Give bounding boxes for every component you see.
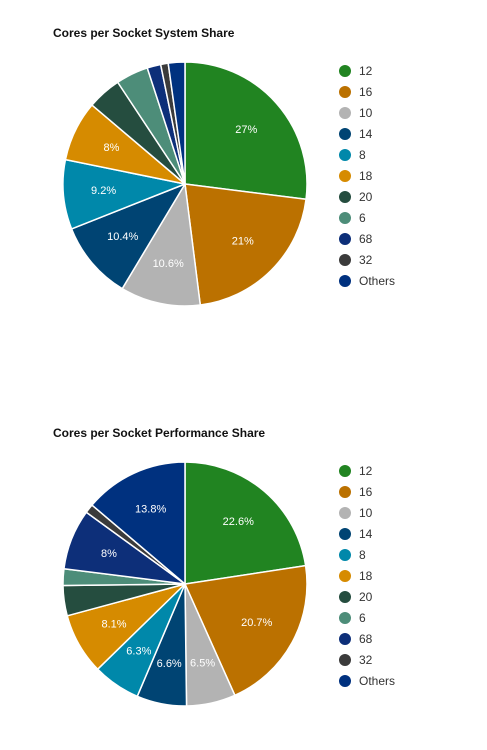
data-label-12: 27%: [235, 124, 257, 136]
legend-label: 10: [359, 505, 373, 520]
legend-item-10[interactable]: 10: [339, 102, 395, 123]
legend-swatch: [339, 674, 351, 687]
legend-label: Others: [359, 273, 396, 288]
system-share-chart: Cores per Socket System Share 27% 21% 10.6…: [0, 20, 487, 350]
data-label-10: 10.6%: [153, 258, 184, 270]
legend-swatch: [339, 106, 351, 119]
pie: 27% 21% 10.6% 10.4% 9.2% 8%: [62, 61, 308, 307]
legend-label: 16: [359, 484, 373, 499]
legend-label: 10: [359, 105, 373, 120]
legend-label: 8: [359, 147, 366, 162]
legend-item-32[interactable]: 32: [339, 249, 395, 270]
legend-swatch: [339, 485, 351, 498]
legend-swatch: [339, 274, 351, 287]
legend-swatch: [339, 506, 351, 519]
data-label-18: 8.1%: [101, 618, 126, 630]
pie-slice-16[interactable]: [184, 183, 307, 306]
legend-item-16[interactable]: 16: [339, 81, 395, 102]
legend-label: 20: [359, 189, 373, 204]
legend-swatch: [339, 653, 351, 666]
legend-label: 14: [359, 526, 373, 541]
legend-label: 18: [359, 168, 373, 183]
pie-slice-16[interactable]: [184, 564, 308, 697]
legend-item-18[interactable]: 18: [339, 165, 395, 186]
pie-slice-14[interactable]: [70, 183, 186, 290]
legend-item-6[interactable]: 6: [339, 607, 395, 628]
legend-swatch: [339, 527, 351, 540]
legend-label: 68: [359, 631, 373, 646]
legend-label: 6: [359, 210, 366, 225]
legend-item-68[interactable]: 68: [339, 628, 395, 649]
legend-item-14[interactable]: 14: [339, 523, 395, 544]
legend-item-20[interactable]: 20: [339, 186, 395, 207]
legend-swatch: [339, 632, 351, 645]
legend-swatch: [339, 127, 351, 140]
legend-swatch: [339, 85, 351, 98]
data-label-others: 13.8%: [135, 504, 166, 516]
chart-title: Cores per Socket System Share: [53, 26, 235, 40]
legend-swatch: [339, 569, 351, 582]
legend-label: 6: [359, 610, 366, 625]
legend-swatch: [339, 232, 351, 245]
legend-item-18[interactable]: 18: [339, 565, 395, 586]
data-label-10: 6.5%: [190, 658, 215, 670]
legend-label: 8: [359, 547, 366, 562]
legend-item-16[interactable]: 16: [339, 481, 395, 502]
legend-item-68[interactable]: 68: [339, 228, 395, 249]
data-label-8: 9.2%: [91, 185, 116, 197]
legend-item-14[interactable]: 14: [339, 123, 395, 144]
legend-label: Others: [359, 673, 396, 688]
legend-item-8[interactable]: 8: [339, 544, 395, 565]
legend: 12 16 10 14 8 18 20 6 68 32 Others: [339, 60, 395, 291]
legend-item-20[interactable]: 20: [339, 586, 395, 607]
legend-label: 18: [359, 568, 373, 583]
legend-item-others[interactable]: Others: [339, 670, 395, 691]
performance-share-chart: Cores per Socket Performance Share 22.6%…: [0, 420, 487, 750]
legend-label: 20: [359, 589, 373, 604]
legend-label: 32: [359, 652, 373, 667]
legend-label: 68: [359, 231, 373, 246]
legend-swatch: [339, 548, 351, 561]
data-label-8: 6.3%: [126, 645, 151, 657]
legend-label: 16: [359, 84, 373, 99]
legend-item-12[interactable]: 12: [339, 60, 395, 81]
legend-label: 12: [359, 463, 373, 478]
data-label-18: 8%: [104, 142, 120, 154]
data-label-14: 6.6%: [157, 658, 182, 670]
legend-item-10[interactable]: 10: [339, 502, 395, 523]
data-label-16: 21%: [232, 236, 254, 248]
data-label-68: 8%: [101, 548, 117, 560]
legend-item-12[interactable]: 12: [339, 460, 395, 481]
chart-title: Cores per Socket Performance Share: [53, 426, 266, 440]
data-label-12: 22.6%: [223, 516, 254, 528]
legend-item-32[interactable]: 32: [339, 649, 395, 670]
data-label-16: 20.7%: [241, 617, 272, 629]
legend-swatch: [339, 464, 351, 477]
pie-slice-12[interactable]: [184, 61, 308, 201]
legend-swatch: [339, 253, 351, 266]
legend-swatch: [339, 64, 351, 77]
legend-label: 14: [359, 126, 373, 141]
pie-slice-12[interactable]: [184, 461, 307, 585]
data-label-14: 10.4%: [107, 231, 138, 243]
legend-item-8[interactable]: 8: [339, 144, 395, 165]
legend-swatch: [339, 148, 351, 161]
pie-slice-10[interactable]: [121, 183, 202, 307]
legend-swatch: [339, 611, 351, 624]
legend-item-6[interactable]: 6: [339, 207, 395, 228]
legend: 12 16 10 14 8 18 20 6 68 32 Others: [339, 460, 395, 691]
legend-swatch: [339, 190, 351, 203]
pie-slice-others[interactable]: [167, 61, 186, 185]
legend-swatch: [339, 211, 351, 224]
legend-item-others[interactable]: Others: [339, 270, 395, 291]
pie: 22.6% 20.7% 6.5% 6.6% 6.3% 8.1% 8% 13.8%: [62, 461, 308, 707]
legend-label: 32: [359, 252, 373, 267]
pie-slice-others[interactable]: [91, 461, 186, 585]
legend-swatch: [339, 169, 351, 182]
legend-swatch: [339, 590, 351, 603]
legend-label: 12: [359, 63, 373, 78]
